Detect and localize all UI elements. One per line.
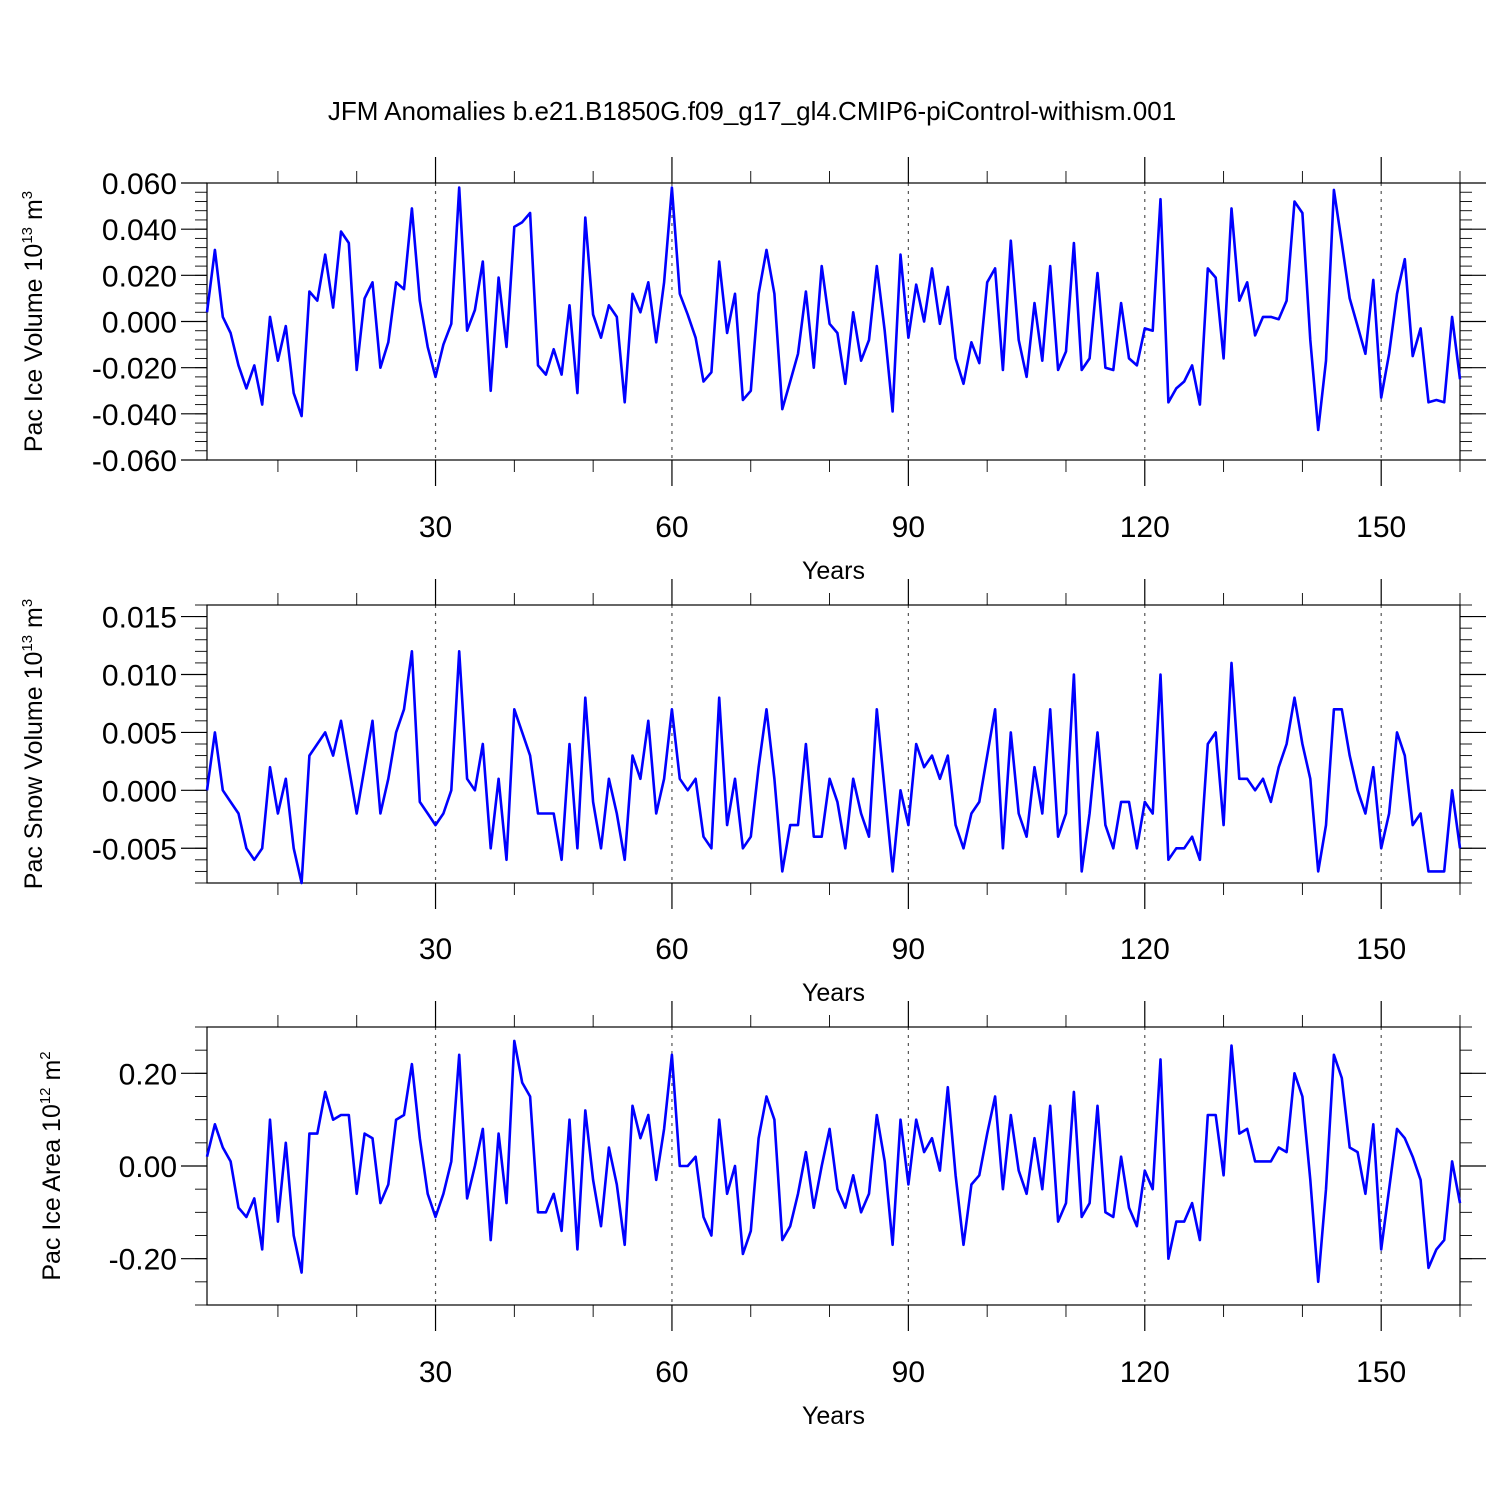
x-tick-label: 60	[655, 1356, 688, 1389]
x-axis-label: Years	[802, 1402, 865, 1430]
x-tick-label: 120	[1120, 511, 1170, 544]
y-axis-label-unit: m	[20, 607, 48, 635]
y-axis-label-text: Pac Snow Volume 10	[20, 652, 48, 890]
x-tick-label: 30	[419, 1356, 452, 1389]
x-tick-label: 150	[1356, 1356, 1406, 1389]
x-tick-label: 150	[1356, 511, 1406, 544]
figure-title: JFM Anomalies b.e21.B1850G.f09_g17_gl4.C…	[328, 96, 1176, 126]
x-tick-label: 120	[1120, 1356, 1170, 1389]
y-tick-label: -0.020	[92, 353, 177, 386]
y-axis-label: Pac Snow Volume 1013 m3	[19, 599, 48, 889]
y-tick-label: 0.020	[102, 260, 177, 293]
y-axis-label-unit-exponent: 2	[37, 1051, 54, 1059]
x-tick-label: 90	[892, 511, 925, 544]
y-axis-label-exponent: 13	[19, 227, 36, 244]
x-tick-label: 60	[655, 933, 688, 966]
x-tick-label: 150	[1356, 933, 1406, 966]
y-tick-label: 0.000	[102, 775, 177, 808]
series-line	[205, 1039, 1462, 1284]
x-tick-label: 90	[892, 933, 925, 966]
panel-1: -0.060 -0.040 -0.020 0.000 0.020 0.040 0.060 30…	[19, 157, 1486, 585]
x-tick-label: 30	[419, 511, 452, 544]
y-tick-label: -0.040	[92, 399, 177, 432]
y-tick-label: 0.015	[102, 602, 177, 635]
y-axis-label-unit-exponent: 3	[19, 599, 36, 607]
y-axis-label-unit-exponent: 3	[19, 191, 36, 199]
y-tick-label: 0.20	[119, 1058, 177, 1091]
y-axis-label-exponent: 12	[37, 1087, 54, 1104]
y-tick-label: -0.060	[92, 445, 177, 478]
x-tick-label: 60	[655, 511, 688, 544]
plot-frame	[206, 182, 1461, 461]
y-axis-label-text: Pac Ice Area 10	[38, 1104, 66, 1281]
x-axis-label: Years	[802, 979, 865, 1007]
x-tick-label: 120	[1120, 933, 1170, 966]
x-axis-label: Years	[802, 557, 865, 585]
y-tick-label: 0.040	[102, 214, 177, 247]
y-axis-label: Pac Ice Volume 1013 m3	[19, 191, 48, 452]
series-line	[205, 649, 1462, 885]
y-tick-label: -0.005	[92, 833, 177, 866]
panel-3: -0.20 0.00 0.20 30 60 90 120 150 Years Pac Ice Ar…	[37, 1001, 1486, 1430]
y-axis-label: Pac Ice Area 1012 m2	[37, 1051, 66, 1280]
x-tick-label: 30	[419, 933, 452, 966]
series-line	[205, 186, 1462, 432]
y-tick-label: 0.00	[119, 1151, 177, 1184]
x-tick-label: 90	[892, 1356, 925, 1389]
y-tick-label: 0.060	[102, 168, 177, 201]
panel-2: -0.005 0.000 0.005 0.010 0.015 30 60 90 120 150 Ye…	[19, 579, 1486, 1007]
y-tick-label: -0.20	[109, 1244, 177, 1277]
y-axis-label-exponent: 13	[19, 635, 36, 652]
y-axis-label-unit: m	[38, 1060, 66, 1088]
y-tick-label: 0.000	[102, 307, 177, 340]
y-tick-label: 0.005	[102, 717, 177, 750]
y-axis-label-text: Pac Ice Volume 10	[20, 244, 48, 452]
y-tick-label: 0.010	[102, 660, 177, 693]
y-axis-label-unit: m	[20, 199, 48, 227]
